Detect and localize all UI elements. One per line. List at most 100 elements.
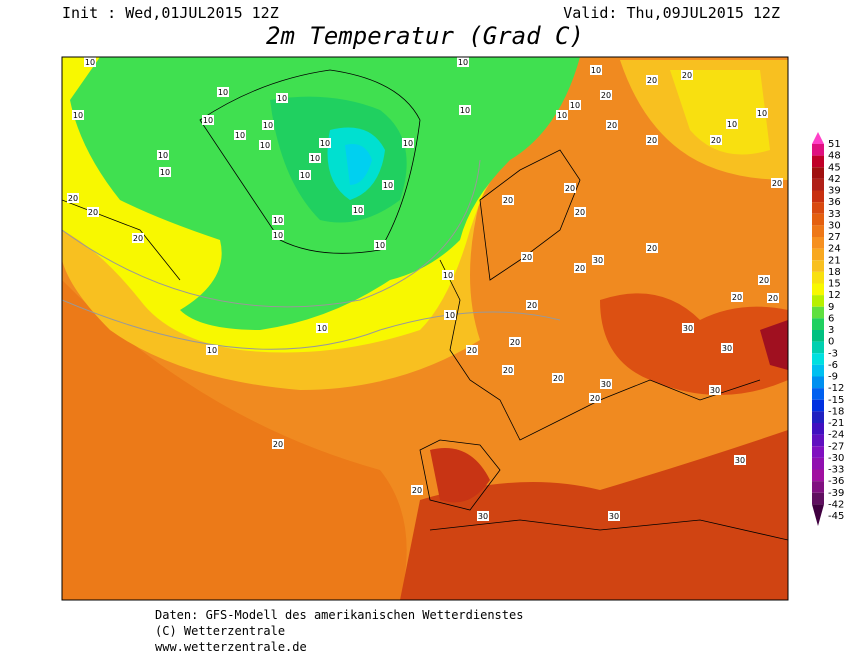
contour-label: 10 <box>158 151 168 160</box>
colorbar-label: -33 <box>828 465 844 476</box>
colorbar-cell <box>812 155 824 168</box>
contour-label-box <box>767 293 779 303</box>
contour-label: 20 <box>590 394 600 403</box>
contour-label: 10 <box>383 181 393 190</box>
colorbar-label: -18 <box>828 406 844 417</box>
contour-label: 10 <box>353 206 363 215</box>
contour-label-box <box>374 240 386 250</box>
contour-label: 10 <box>273 216 283 225</box>
colorbar-label: 39 <box>828 186 841 197</box>
contour-label: 20 <box>503 196 513 205</box>
colorbar-cell <box>812 341 824 354</box>
contour-label-box <box>457 57 469 67</box>
contour-label: 20 <box>510 338 520 347</box>
colorbar-label: -39 <box>828 488 844 499</box>
map-frame <box>61 56 789 601</box>
contour-label-box <box>272 215 284 225</box>
contour-label-box <box>646 75 658 85</box>
contour-label: 30 <box>593 256 603 265</box>
colorbar-label: 33 <box>828 209 841 220</box>
colorbar-label: -30 <box>828 453 844 464</box>
contour-label-box <box>217 87 229 97</box>
contour-label-box <box>459 105 471 115</box>
contour-label-box <box>771 178 783 188</box>
colorbar-cell <box>812 318 824 330</box>
contour-label-box <box>589 393 601 403</box>
contour-label-box <box>509 337 521 347</box>
contour-label-box <box>411 485 423 495</box>
colorbar-label: 12 <box>828 290 841 301</box>
colorbar-cell <box>812 469 824 482</box>
colorbar-cell <box>812 225 824 237</box>
colorbar-cell <box>812 213 824 226</box>
contour-label-box <box>726 119 738 129</box>
contour-label: 10 <box>277 94 287 103</box>
contour-label-box <box>646 243 658 253</box>
contour-label-box <box>682 323 694 333</box>
contour-label: 20 <box>647 136 657 145</box>
contour-label: 30 <box>722 344 732 353</box>
contour-label-box <box>309 153 321 163</box>
contour-label-box <box>709 385 721 395</box>
contour-label-box <box>402 138 414 148</box>
colorbar-label: -45 <box>828 511 844 522</box>
contour-label: 20 <box>133 234 143 243</box>
colorbar-cell <box>812 178 824 191</box>
colorbar-label: 18 <box>828 267 841 278</box>
contour-label-box <box>569 100 581 110</box>
contour-label-box <box>756 108 768 118</box>
contour-label-box <box>272 230 284 240</box>
contour-label-box <box>721 343 733 353</box>
colorbar-label: -27 <box>828 441 844 452</box>
map-title: 2m Temperatur (Grad C) <box>266 22 584 50</box>
contour-label-box <box>299 170 311 180</box>
contour-label: 20 <box>273 440 283 449</box>
contour-label: 10 <box>591 66 601 75</box>
contour-label: 30 <box>683 324 693 333</box>
colorbar-label: 3 <box>828 325 834 336</box>
contour-label-box <box>84 57 96 67</box>
contour-label: 30 <box>735 456 745 465</box>
contour-label: 20 <box>575 264 585 273</box>
colorbar-cell <box>812 353 824 365</box>
colorbar-cell <box>812 190 824 203</box>
contour-label-box <box>502 195 514 205</box>
contour-label-box <box>592 255 604 265</box>
contour-label: 10 <box>727 120 737 129</box>
contour-label-box <box>382 180 394 190</box>
contour-label: 30 <box>609 512 619 521</box>
colorbar-label: 30 <box>828 220 841 231</box>
contour-label: 20 <box>88 208 98 217</box>
colorbar-cell <box>812 376 824 389</box>
contour-label-box <box>272 439 284 449</box>
contour-label: 10 <box>375 241 385 250</box>
contour-label: 20 <box>647 76 657 85</box>
contour-label: 20 <box>412 486 422 495</box>
footer-copyright: (C) Wetterzentrale <box>155 624 285 638</box>
contour-label-box <box>731 292 743 302</box>
contour-label-box <box>502 365 514 375</box>
contour-label: 10 <box>73 111 83 120</box>
contour-labels: 1010101010101010101010101010101010101010… <box>67 57 783 521</box>
colorbar-cell <box>812 271 824 284</box>
contour-label: 10 <box>207 346 217 355</box>
colorbar-label: -42 <box>828 499 844 510</box>
colorbar-cell <box>812 423 824 435</box>
contour-label: 10 <box>403 139 413 148</box>
contour-label: 20 <box>565 184 575 193</box>
colorbar-cell <box>812 446 824 458</box>
contour-label-box <box>159 167 171 177</box>
colorbar-cell <box>812 457 824 470</box>
colorbar-cell <box>812 399 824 412</box>
colorbar-cell <box>812 492 824 505</box>
contour-label-box <box>521 252 533 262</box>
colorbar-label: -15 <box>828 395 844 406</box>
contour-label: 10 <box>310 154 320 163</box>
contour-label-box <box>552 373 564 383</box>
contour-label-box <box>590 65 602 75</box>
colorbar-cell <box>812 411 824 423</box>
contour-label-box <box>758 275 770 285</box>
colorbar: 51484542393633302724211815129630-3-6-9-1… <box>812 132 844 526</box>
colorbar-label: 15 <box>828 279 841 290</box>
contour-label-box <box>87 207 99 217</box>
